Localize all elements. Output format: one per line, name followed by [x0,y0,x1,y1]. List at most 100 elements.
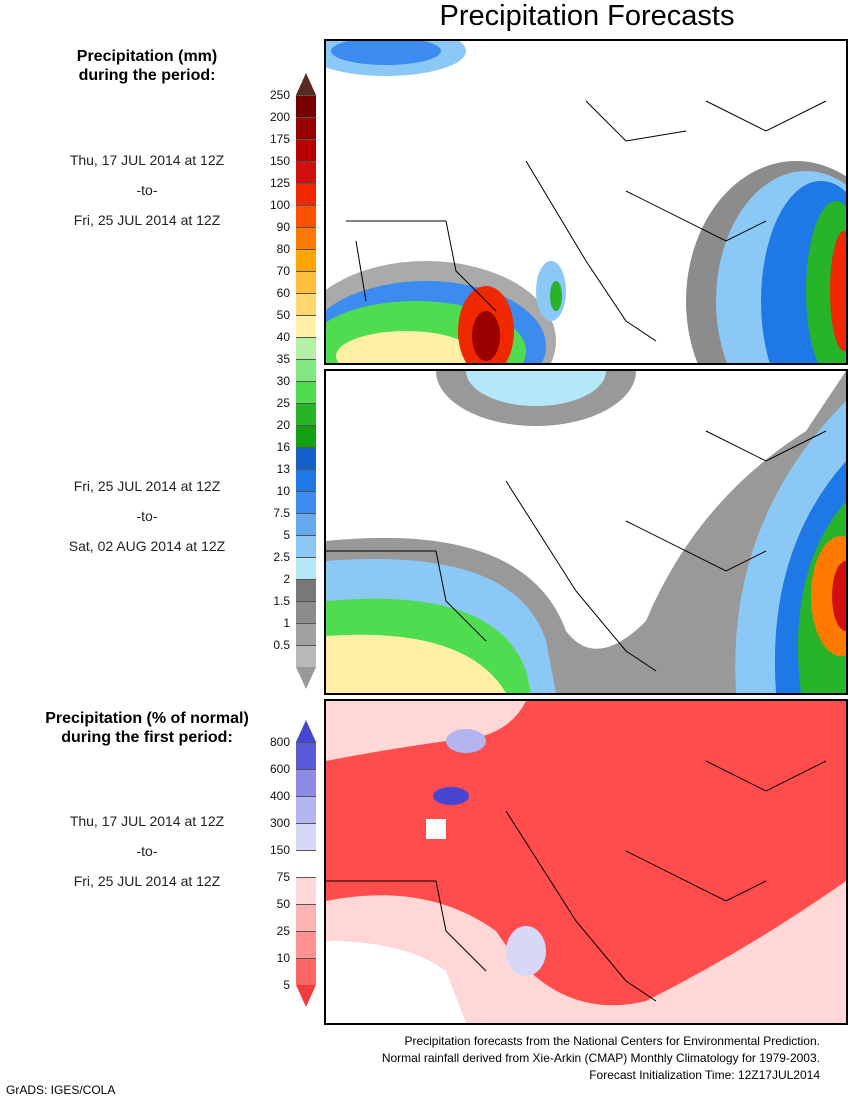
page-title: Precipitation Forecasts [439,0,735,32]
colorbar-tick-label: 50 [276,897,290,911]
map-period2 [324,369,848,695]
colorbar-segment [296,850,316,877]
colorbar-segment [296,623,316,645]
colorbar-tick-label: 50 [276,308,290,322]
colorbar-bottom-arrow [296,985,316,1007]
percent-normal-map [326,701,846,1023]
colorbar-segment [296,491,316,513]
period2-from: Fri, 25 JUL 2014 at 12Z [73,478,221,494]
colorbar-segment [296,183,316,205]
colorbar-tick-label: 20 [276,418,290,432]
colorbar-segment [296,403,316,425]
colorbar-tick-label: 25 [276,396,290,410]
map-percent-normal [324,699,848,1025]
colorbar-segment [296,469,316,491]
colorbar-top-arrow [296,73,316,95]
colorbar-segment [296,742,316,769]
colorbar-tick-label: 600 [269,762,290,776]
colorbar-tick-label: 300 [269,816,290,830]
colorbar-segment [296,931,316,958]
colorbar-tick-label: 200 [269,110,290,124]
footer-line2: Normal rainfall derived from Xie-Arkin (… [381,1051,820,1065]
footer-line1: Precipitation forecasts from the Nationa… [404,1034,820,1048]
colorbar-tick-label: 400 [269,789,290,803]
colorbar-segment [296,227,316,249]
colorbar-segment [296,796,316,823]
colorbar-segment [296,769,316,796]
period1-to: Fri, 25 JUL 2014 at 12Z [73,212,221,228]
period3-from: Thu, 17 JUL 2014 at 12Z [69,813,225,829]
colorbar-tick-label: 16 [276,440,290,454]
colorbar-segment [296,249,316,271]
colorbar-segment [296,557,316,579]
colorbar-segment [296,823,316,850]
grads-credit: GrADS: IGES/COLA [6,1083,116,1097]
legend2-heading-line2: during the first period: [61,729,233,746]
colorbar-segment [296,381,316,403]
colorbar-segment [296,579,316,601]
map-period1 [324,39,848,365]
colorbar-tick-label: 35 [276,352,290,366]
colorbar-segment [296,601,316,623]
colorbar-tick-label: 60 [276,286,290,300]
colorbar-tick-label: 5 [283,528,290,542]
colorbar-tick-label: 30 [276,374,290,388]
colorbar-segment [296,535,316,557]
footer-line3: Forecast Initialization Time: 12Z17JUL20… [589,1068,820,1082]
colorbar-segment [296,425,316,447]
colorbar-tick-label: 0.5 [273,638,290,652]
colorbar-tick-label: 5 [283,978,290,992]
colorbar-tick-label: 10 [276,951,290,965]
colorbar-segment [296,359,316,381]
colorbar-tick-label: 25 [276,924,290,938]
colorbar-segment [296,161,316,183]
legend2-heading: Precipitation (% of normal) during the fi… [22,709,272,747]
colorbar-top-arrow [296,720,316,742]
legend1-heading-line1: Precipitation (mm) [76,48,218,65]
colorbar-segment [296,95,316,117]
colorbar-segment [296,271,316,293]
colorbar-segment [296,877,316,904]
colorbar-tick-label: 1 [283,616,290,630]
colorbar-segment [296,958,316,985]
colorbar-segment [296,315,316,337]
colorbar-tick-label: 2 [283,572,290,586]
legend1-heading: Precipitation (mm) during the period: [22,47,272,85]
colorbar-tick-label: 150 [269,843,290,857]
colorbar-tick-label: 250 [269,88,290,102]
period2-sep: -to- [136,508,158,524]
colorbar-segment [296,904,316,931]
colorbar-segment [296,117,316,139]
colorbar-segment [296,645,316,667]
legend1-heading-line2: during the period: [78,67,216,84]
colorbar-tick-label: 75 [276,870,290,884]
period3-to: Fri, 25 JUL 2014 at 12Z [73,873,221,889]
colorbar-tick-label: 7.5 [273,506,290,520]
colorbar-segment [296,293,316,315]
precip-map-1 [326,41,846,363]
colorbar-tick-label: 2.5 [273,550,290,564]
colorbar-tick-label: 40 [276,330,290,344]
colorbar-tick-label: 80 [276,242,290,256]
legend2-heading-line1: Precipitation (% of normal) [45,710,249,727]
colorbar-tick-label: 800 [269,735,290,749]
period3-sep: -to- [136,843,158,859]
period2-to: Sat, 02 AUG 2014 at 12Z [68,538,226,554]
colorbar-tick-label: 13 [276,462,290,476]
colorbar-tick-label: 90 [276,220,290,234]
colorbar-segment [296,447,316,469]
colorbar-tick-label: 70 [276,264,290,278]
period1-from: Thu, 17 JUL 2014 at 12Z [69,152,225,168]
precip-map-2 [326,371,846,693]
colorbar-tick-label: 150 [269,154,290,168]
colorbar-tick-label: 1.5 [273,594,290,608]
colorbar-tick-label: 10 [276,484,290,498]
colorbar-segment [296,513,316,535]
colorbar-tick-label: 125 [269,176,290,190]
colorbar-bottom-arrow [296,667,316,689]
colorbar-tick-label: 100 [269,198,290,212]
colorbar-segment [296,205,316,227]
period1-sep: -to- [136,182,158,198]
colorbar-segment [296,337,316,359]
